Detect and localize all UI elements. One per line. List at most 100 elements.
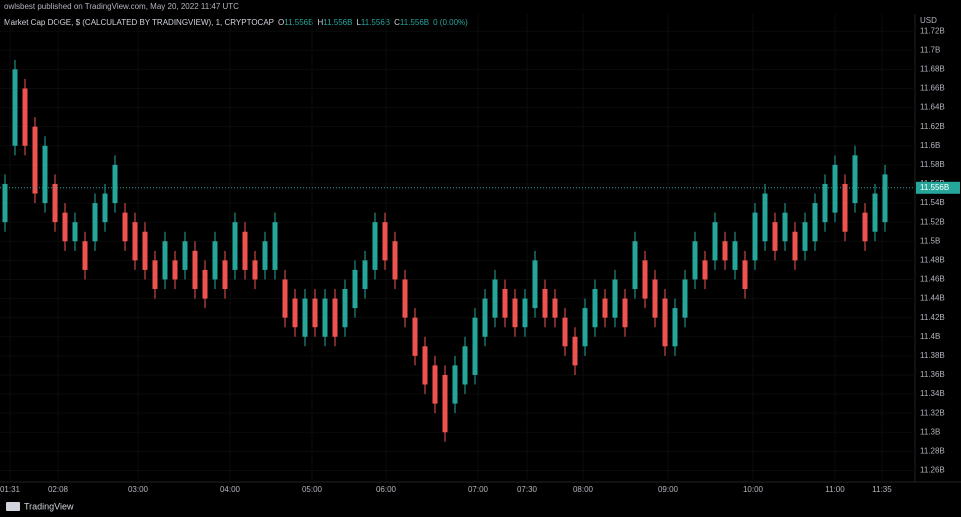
candle-body [112,164,118,204]
legend-title: Market Cap DOGE, $ (CALCULATED BY TRADIN… [4,18,274,27]
candle-body [622,298,628,328]
candle-body [432,365,438,404]
candle-body [22,88,28,146]
candle-body [82,241,88,270]
candle-body [362,260,368,290]
candle-body [422,346,428,385]
candle-body [602,298,608,318]
candle-body [302,298,308,337]
candle-body [612,279,618,318]
legend-change: 0 (0.00%) [433,18,468,27]
candle-body [132,222,138,261]
candle-body [142,231,148,270]
candle-body [252,260,258,280]
x-tick-label: 11:00 [825,485,845,494]
y-tick-label: 11.34B [920,389,945,398]
candle-body [882,174,888,223]
candle-body [802,222,808,251]
candle-body [342,289,348,328]
x-tick-label: 01:31 [0,485,21,494]
candle-body [192,250,198,290]
y-tick-label: 11.5B [920,236,940,245]
candle-body [672,308,678,347]
x-tick-label: 07:00 [468,485,489,494]
legend-value: 11.556B [400,18,429,27]
candle-body [482,298,488,337]
candle-body [772,222,778,251]
candle-body [592,289,598,328]
candle-body [372,222,378,270]
y-tick-label: 11.48B [920,255,945,264]
legend-key: C [394,18,400,27]
y-tick-label: 11.44B [920,294,945,303]
candle-body [402,279,408,318]
candle-body [292,298,298,328]
y-tick-label: 11.68B [920,64,945,73]
candle-body [322,298,328,337]
candle-body [122,212,128,242]
y-tick-label: 11.28B [920,446,945,455]
candle-body [472,317,478,375]
candle-body [182,241,188,270]
y-tick-label: 11.58B [920,160,945,169]
candle-body [522,298,528,328]
candle-body [172,260,178,280]
candle-body [572,336,578,366]
y-tick-label: 11.66B [920,84,945,93]
candle-body [282,279,288,318]
last-price-box [916,181,960,194]
y-tick-label: 11.7B [920,45,940,54]
candle-body [72,222,78,242]
candle-body [272,222,278,270]
candle-body [872,193,878,232]
y-tick-label: 11.3B [920,427,940,436]
candle-body [642,260,648,299]
candle-body [382,222,388,261]
footer-text: TradingView [24,501,74,511]
candle-body [52,183,58,223]
candle-body [742,260,748,290]
candle-body [552,298,558,318]
candle-body [542,289,548,318]
legend-value: 11.556B [323,18,352,27]
candle-body [832,164,838,213]
candle-body [662,298,668,347]
x-tick-label: 04:00 [220,485,241,494]
legend: Market Cap DOGE, $ (CALCULATED BY TRADIN… [4,18,468,27]
candle-body [222,260,228,290]
y-tick-label: 11.42B [920,313,945,322]
candle-body [652,279,658,318]
candle-body [32,126,38,194]
candle-body [442,374,448,433]
y-tick-label: 11.54B [920,198,945,207]
candle-body [242,231,248,270]
candle-body [632,241,638,290]
y-tick-label: 11.4B [920,332,940,341]
candle-body [502,289,508,318]
candle-body [532,260,538,309]
candle-body [102,193,108,223]
y-tick-label: 11.62B [920,122,945,131]
candle-body [702,260,708,280]
candle-body [712,222,718,261]
candle-body [762,193,768,242]
candle-body [852,155,858,204]
candle-body [492,279,498,318]
legend-key: L [356,18,361,27]
candle-body [212,241,218,280]
candle-body [162,241,168,280]
candle-body [582,308,588,347]
candle-body [312,298,318,328]
candle-body [462,346,468,385]
candle-body [692,241,698,280]
candle-body [92,203,98,242]
candle-body [682,279,688,318]
legend-value: 11.556B [284,18,313,27]
x-tick-label: 11:35 [872,485,892,494]
candle-body [232,222,238,270]
x-tick-label: 07:30 [517,485,538,494]
candle-body [152,260,158,290]
legend-key: O [278,18,284,27]
x-tick-label: 10:00 [743,485,764,494]
